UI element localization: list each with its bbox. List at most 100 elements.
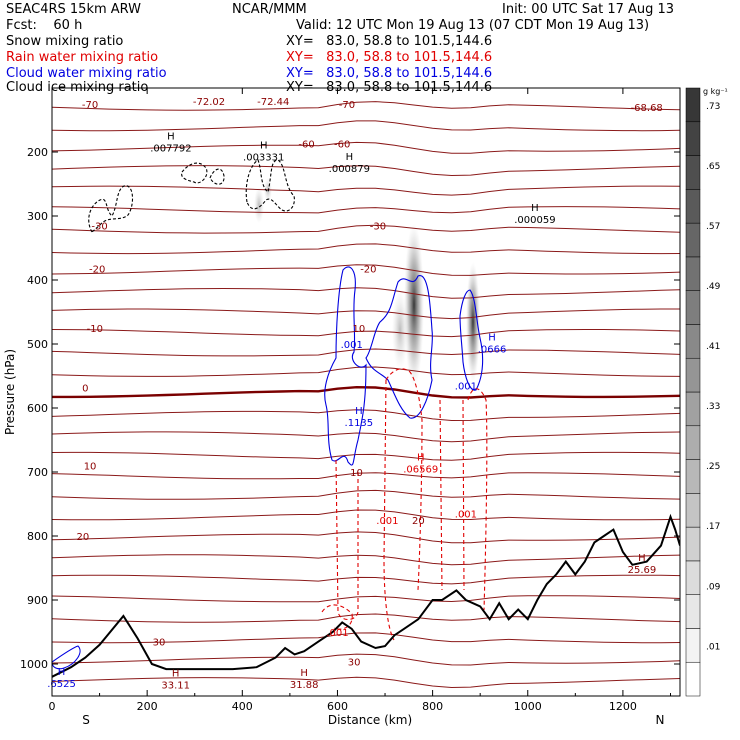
x-tick-label: 400 [232,700,253,713]
colorbar-label: .17 [706,522,720,532]
temperature-label: 0 [82,384,88,395]
field-snow-xy: XY= 83.0, 58.8 to 101.5,144.6 [286,34,493,49]
colorbar-swatch [685,628,701,663]
x-tick-label: 1000 [514,700,542,713]
high-value-label: .0666 [478,344,507,355]
contour-value-label: .001 [376,516,398,527]
contour-value-label: .001 [455,382,477,393]
temperature-contour [52,385,680,399]
temperature-label: 10 [350,468,363,479]
temperature-label: -20 [360,264,376,275]
temperature-label: -20 [89,264,105,275]
temperature-contour [52,451,680,461]
temperature-contour [52,185,680,196]
temperature-contour [52,653,680,666]
colorbar-swatch [685,526,701,562]
temperature-contour [52,120,680,132]
temperature-contour [52,676,680,689]
high-value-label: .6525 [47,679,76,690]
y-tick-label: 200 [27,146,48,159]
colorbar-label: .49 [706,282,721,292]
temperature-contour [52,206,680,214]
temperature-contour [52,431,680,443]
rain-water-contour [439,388,488,611]
cloud-water-contour [52,645,81,670]
temperature-contour [52,224,680,234]
field-snow-name: Snow mixing ratio [6,34,124,49]
colorbar-label: .73 [706,102,720,112]
cloud-water-contour [365,275,433,419]
colorbar-swatch [685,189,701,224]
temperature-contour [52,101,680,111]
colorbar-label: .65 [706,162,720,172]
colorbar-swatch [685,155,701,190]
y-tick-label: 700 [27,466,48,479]
temperature-label: -70 [82,100,98,111]
init-time: Init: 00 UTC Sat 17 Aug 13 [502,2,675,17]
field-rain-name: Rain water mixing ratio [6,50,159,65]
high-marker: H [531,203,539,214]
contour-value-label: .001 [326,628,348,639]
temperature-contour [52,264,680,276]
high-marker: H [346,152,354,163]
high-value-label: .06569 [403,465,438,476]
high-marker: H [172,668,180,679]
snow-shading [466,262,480,382]
temperature-label: -60 [334,140,350,151]
colorbar-swatch [685,357,701,393]
rain-water-contour [321,604,353,630]
temperature-label: -72.02 [193,97,225,108]
colorbar-swatch [685,459,701,494]
colorbar-swatch [685,121,701,156]
colorbar-swatch [685,560,701,595]
plot-frame [51,87,681,697]
x-axis-title: Distance (km) [328,713,412,727]
high-marker: H [355,406,363,417]
temperature-label: 30 [348,657,361,668]
colorbar-swatch [685,324,701,359]
x-tick-label: 200 [137,700,158,713]
temperature-label: 10 [84,462,97,473]
colorbar-swatch [685,425,701,460]
org-label: NCAR/MMM [232,2,307,17]
colorbar-label: .41 [706,342,720,352]
cloud-water-contour [324,266,367,466]
temperature-contour [52,348,680,357]
snow-shading [254,187,264,223]
y-tick-label: 400 [27,274,48,287]
snow-shading [404,223,424,387]
high-marker: H [260,140,268,151]
colorbar-swatch [685,493,701,528]
field-rain-xy: XY= 83.0, 58.8 to 101.5,144.6 [286,50,493,65]
temperature-contour [52,472,680,480]
high-marker: H [167,131,175,142]
high-value-label: .007792 [150,143,191,154]
cloud-ice-contour [181,162,208,184]
temperature-contour [52,531,680,544]
colorbar-unit: g kg⁻¹ [703,87,728,96]
rain-water-contour [335,459,359,621]
forecast-hour: Fcst: 60 h [6,18,83,33]
temperature-contour [52,632,680,644]
y-tick-label: 1000 [20,658,48,671]
y-axis-title: Pressure (hPa) [3,349,17,435]
y-tick-label: 900 [27,594,48,607]
temperature-contour [52,409,680,422]
cloud-ice-contour [88,185,133,233]
colorbar-label: .25 [706,462,720,472]
y-tick-label: 500 [27,338,48,351]
temperature-label: 20 [412,516,425,527]
cloud-water-contour [459,289,484,391]
high-value-label: 31.88 [290,680,319,691]
colorbar-swatch [685,594,701,629]
field-cloudwater-name: Cloud water mixing ratio [6,66,167,81]
contour-value-label: .001 [341,340,363,351]
temperature-contour [52,489,680,500]
direction-south: S [82,713,90,727]
y-tick-label: 600 [27,402,48,415]
colorbar-swatch [685,222,701,258]
x-tick-label: 1200 [609,700,637,713]
temperature-contour [52,287,680,299]
direction-north: N [656,713,665,727]
